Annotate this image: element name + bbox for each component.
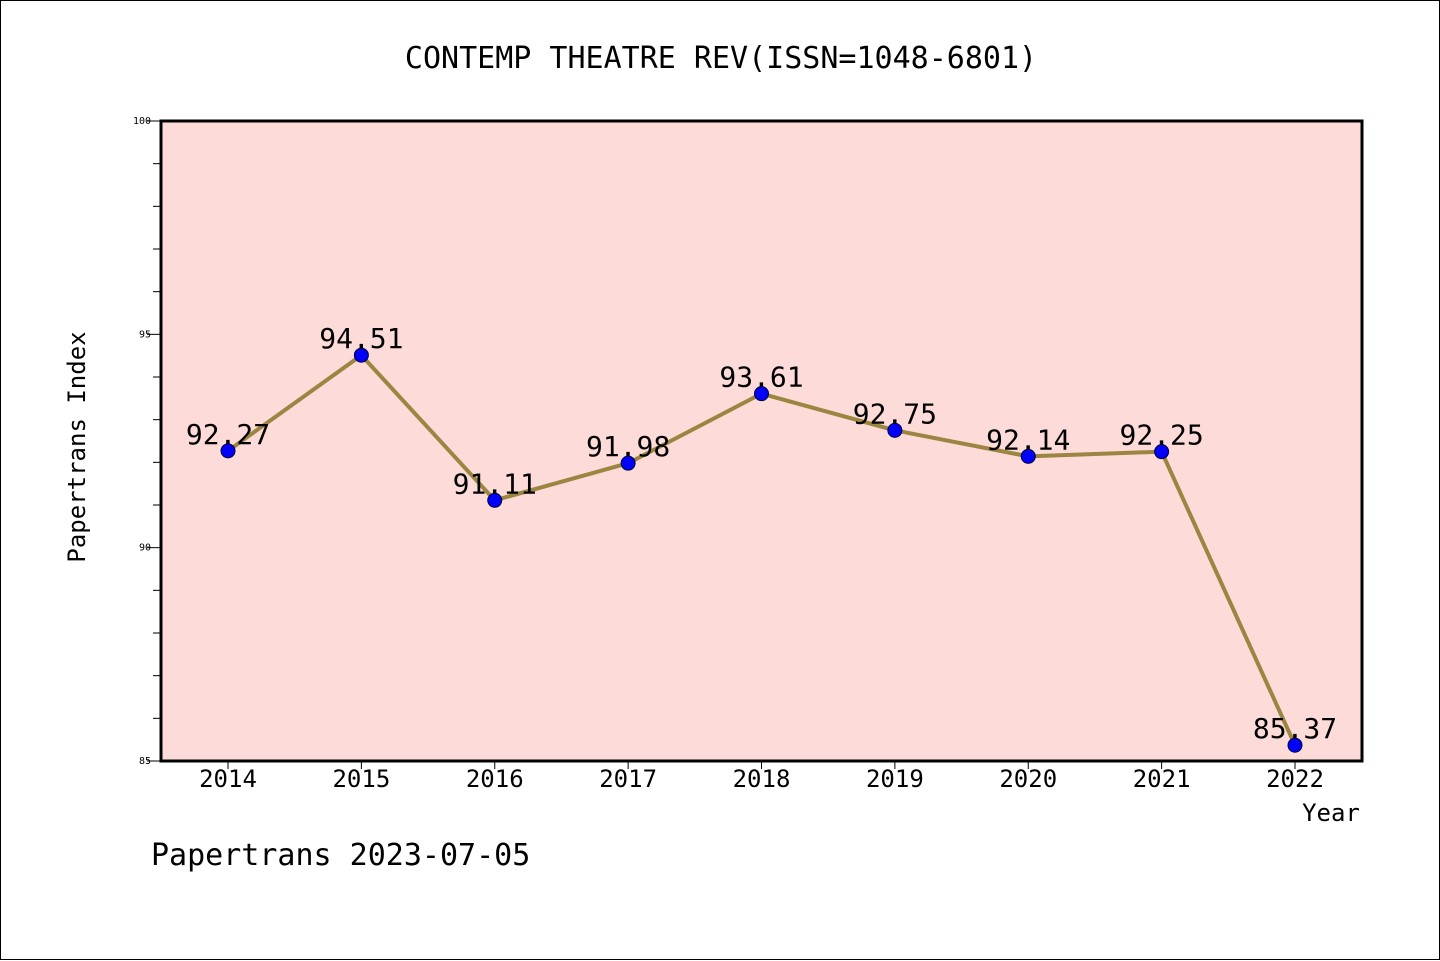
x-axis-label: Year	[1302, 799, 1360, 827]
y-tick-label: 95	[139, 329, 151, 340]
y-tick-label: 85	[139, 756, 151, 767]
chart-marks: 85 90 95 100 2014 2015 2016 2017 2018 2019 2020 202…	[133, 116, 1337, 793]
data-point	[1154, 444, 1170, 460]
data-label: 85.37	[1253, 712, 1337, 745]
x-tick-label: 2015	[332, 765, 390, 793]
x-tick-label: 2016	[466, 765, 524, 793]
y-axis-label: Papertrans Index	[63, 331, 91, 562]
x-tick-label: 2021	[1133, 765, 1191, 793]
data-point	[887, 422, 903, 438]
x-tick-label: 2017	[599, 765, 657, 793]
data-label: 92.25	[1119, 419, 1203, 452]
data-label: 93.61	[719, 361, 803, 394]
data-label: 92.75	[853, 397, 937, 430]
data-label: 91.98	[586, 430, 670, 463]
chart-title: CONTEMP THEATRE REV(ISSN=1048-6801)	[405, 41, 1037, 76]
x-tick-label: 2019	[866, 765, 924, 793]
data-point	[220, 443, 236, 459]
plot-area	[161, 121, 1362, 761]
x-tick-label: 2018	[733, 765, 791, 793]
data-point	[754, 386, 769, 402]
plot-frame	[159, 119, 1364, 763]
data-label: 92.14	[986, 423, 1070, 456]
data-point	[487, 492, 503, 508]
data-point	[1287, 737, 1303, 753]
footer-date-stamp: Papertrans 2023-07-05	[151, 838, 530, 873]
data-point	[620, 455, 636, 471]
data-label: 94.51	[319, 322, 403, 355]
y-tick-label: 100	[133, 116, 151, 127]
data-point	[353, 347, 369, 363]
x-tick-label: 2020	[999, 765, 1057, 793]
x-tick-label: 2014	[199, 765, 257, 793]
x-tick-label: 2022	[1266, 765, 1324, 793]
data-point	[1020, 448, 1036, 464]
data-label: 92.27	[186, 418, 270, 451]
data-label: 91.11	[453, 467, 537, 500]
y-tick-label: 90	[139, 543, 151, 554]
